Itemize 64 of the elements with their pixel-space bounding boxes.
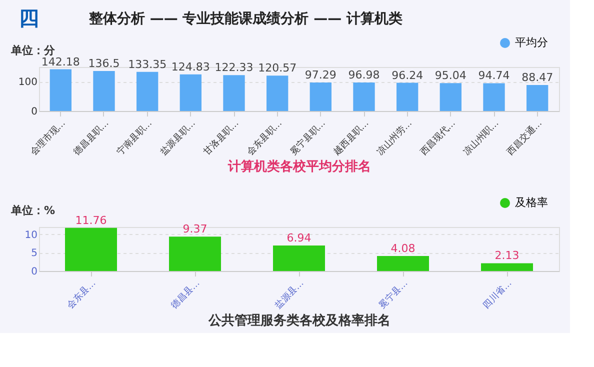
data-label: 4.08: [390, 242, 416, 256]
x-tick-label: 会东县…: [64, 278, 98, 312]
data-label: 142.18: [41, 55, 80, 68]
y-tick-label: 0: [31, 106, 38, 118]
bar: [169, 236, 221, 271]
x-tick-label: 西昌现代…: [418, 118, 458, 158]
x-tick-label: 西昌交通…: [504, 118, 544, 158]
bar: [65, 228, 117, 271]
data-label: 96.24: [392, 68, 424, 82]
data-label: 133.35: [128, 58, 167, 71]
data-label: 120.57: [258, 62, 297, 75]
legend-label: 平均分: [515, 36, 548, 49]
data-label: 136.5: [88, 56, 120, 70]
data-label: 97.29: [304, 68, 336, 82]
x-tick-label: 宁南县职…: [114, 118, 154, 158]
bar: [223, 75, 245, 111]
bar: [440, 83, 462, 111]
y-tick-label: 0: [31, 266, 38, 278]
bar: [266, 76, 288, 111]
x-tick-label: 盐源县…: [272, 278, 306, 312]
x-tick-label: 德昌县职…: [71, 118, 112, 158]
data-label: 88.47: [522, 71, 554, 84]
x-axis-title: 公共管理服务类各校及格率排名: [208, 312, 390, 328]
x-tick-label: 会理市现…: [28, 118, 68, 158]
data-label: 2.13: [494, 249, 520, 262]
y-axis-title: 单位：分: [10, 44, 56, 57]
data-label: 6.94: [286, 232, 312, 245]
bar: [273, 246, 325, 271]
bar: [310, 82, 332, 111]
x-axis-title: 计算机类各校平均分排名: [227, 158, 371, 175]
data-label: 95.04: [434, 69, 466, 82]
x-tick-label: 越西县职…: [331, 118, 372, 158]
bar: [353, 82, 375, 111]
x-tick-label: 凉山州职…: [461, 118, 502, 158]
x-tick-label: 冕宁县职…: [288, 118, 328, 158]
data-label: 96.98: [348, 68, 380, 82]
bar: [136, 72, 158, 111]
data-label: 122.33: [214, 61, 254, 74]
bar: [180, 74, 202, 111]
x-tick-label: 凉山州劳…: [374, 118, 414, 158]
x-tick-label: 德昌县…: [168, 278, 202, 312]
data-label: 9.37: [182, 222, 208, 236]
x-tick-label: 会东县职…: [244, 118, 284, 158]
y-tick-label: 10: [24, 230, 38, 241]
x-tick-label: 盐源县职…: [158, 118, 198, 158]
bar: [377, 256, 429, 271]
legend-label: 及格率: [515, 196, 548, 209]
bar: [481, 263, 533, 271]
chart-title: 整体分析 —— 专业技能课成绩分析 —— 计算机类: [88, 10, 402, 27]
bar: [483, 83, 505, 111]
x-tick-label: 四川省…: [480, 278, 514, 312]
data-label: 124.83: [171, 60, 210, 74]
bar: [50, 69, 72, 111]
x-tick-label: 冕宁县…: [376, 278, 410, 312]
x-tick-label: 甘洛县职…: [201, 118, 242, 158]
bar: [526, 85, 548, 111]
data-label: 11.76: [75, 214, 107, 227]
y-axis-title: 单位：%: [10, 204, 56, 217]
text: 四: [19, 6, 39, 30]
y-tick-label: 100: [18, 77, 38, 88]
bar: [93, 70, 115, 111]
bar: [396, 82, 418, 111]
data-label: 94.74: [478, 69, 510, 82]
y-tick-label: 5: [31, 248, 38, 260]
